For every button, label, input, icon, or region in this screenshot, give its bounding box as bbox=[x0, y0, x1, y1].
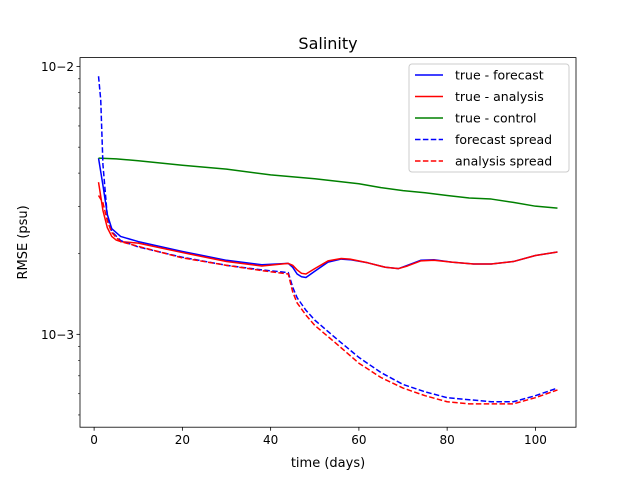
series-line-analysis-spread bbox=[97, 195, 558, 405]
legend-label-analysis-spread: analysis spread bbox=[455, 154, 552, 169]
y-axis-label: RMSE (psu) bbox=[16, 205, 31, 279]
y-tick-label: 10−3 bbox=[41, 328, 74, 342]
x-axis-label: time (days) bbox=[291, 456, 365, 471]
legend-box bbox=[408, 63, 570, 173]
legend-label-forecast-spread: forecast spread bbox=[455, 132, 552, 147]
chart-title: Salinity bbox=[298, 34, 357, 53]
series-line-true-control bbox=[98, 157, 558, 209]
series-layer bbox=[97, 76, 558, 405]
y-tick-label: 10−2 bbox=[41, 60, 74, 74]
legend-label-true-forecast: true - forecast bbox=[455, 68, 544, 83]
x-tick-label: 40 bbox=[263, 433, 278, 447]
x-tick-label: 80 bbox=[440, 433, 455, 447]
x-tick-label: 60 bbox=[351, 433, 366, 447]
chart-legend: true - forecast true - analysis true - con… bbox=[408, 63, 570, 173]
x-tick-label: 20 bbox=[175, 433, 190, 447]
plot-frame bbox=[79, 57, 577, 428]
legend-label-true-control: true - control bbox=[455, 111, 536, 126]
axes-layer: 0 20 40 60 80 100 10−3 10−2 bbox=[41, 57, 577, 447]
legend-label-true-analysis: true - analysis bbox=[455, 89, 544, 104]
x-tick-label: 0 bbox=[90, 433, 98, 447]
x-tick-label: 100 bbox=[524, 433, 547, 447]
